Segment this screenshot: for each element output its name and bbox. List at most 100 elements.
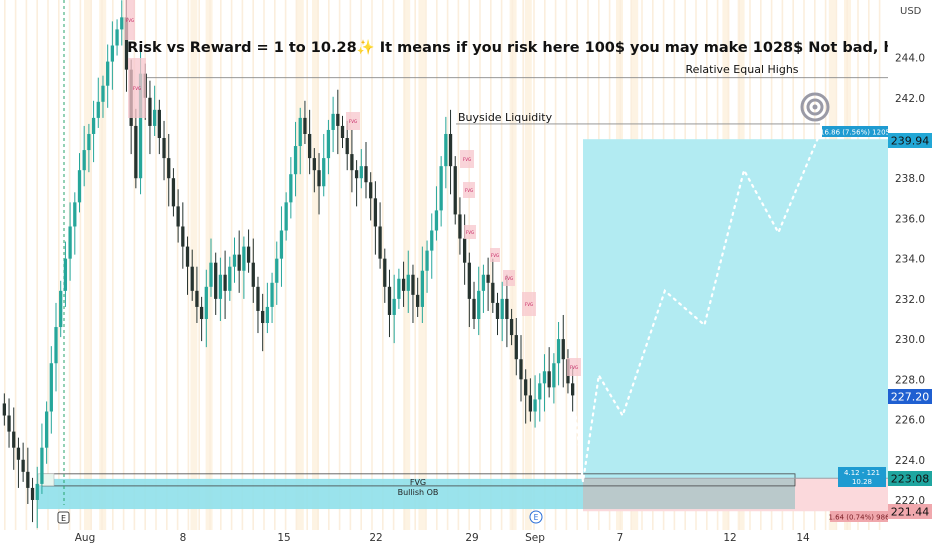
candle <box>181 202 185 269</box>
candle <box>444 116 448 189</box>
session-stripe <box>500 0 503 530</box>
fvg-mark-label: FVG <box>349 119 357 124</box>
session-stripe <box>47 0 49 530</box>
candle <box>397 268 401 309</box>
candle <box>232 237 237 283</box>
session-stripe <box>328 0 330 530</box>
candle <box>190 249 194 301</box>
candle <box>49 346 53 434</box>
session-stripe <box>403 0 406 530</box>
candle <box>279 206 284 287</box>
candle <box>453 156 457 225</box>
candle <box>298 107 302 175</box>
session-stripe <box>36 0 38 530</box>
weekend-stripe <box>403 0 411 530</box>
candle <box>369 172 373 221</box>
candle <box>411 264 415 324</box>
relative-equal-highs-label: Relative Equal Highs <box>685 63 798 76</box>
fvg-mark: FVG <box>125 0 135 40</box>
candle <box>73 192 77 255</box>
session-stripe <box>490 0 492 530</box>
candle <box>322 133 326 197</box>
candle <box>495 292 500 336</box>
fvg-mark-label: FVG <box>463 157 471 162</box>
session-stripe <box>511 0 514 530</box>
candle <box>106 44 110 108</box>
session-stripe <box>382 0 384 530</box>
candle <box>270 272 274 324</box>
session-stripe <box>90 0 92 530</box>
profit-label-box <box>822 126 888 137</box>
candle <box>152 85 157 136</box>
candle <box>416 277 420 317</box>
profit-label: 16.86 (7.56%) 1205 <box>820 129 890 137</box>
candle <box>35 466 39 529</box>
candle <box>167 133 171 207</box>
price-tick-label: 228.0 <box>895 374 925 386</box>
fvg-mark: FVG <box>128 58 146 118</box>
price-tick-label: 226.0 <box>895 415 925 427</box>
projection-path <box>573 136 820 483</box>
candle <box>120 0 124 46</box>
candle <box>303 100 307 145</box>
fvg-mark: FVG <box>567 358 581 376</box>
candle <box>561 314 565 388</box>
candle <box>425 240 429 293</box>
fvg-mark: FVG <box>464 225 476 239</box>
candle <box>439 156 443 227</box>
candle <box>467 252 471 328</box>
candle <box>317 153 321 215</box>
current-price-tag: 227.20 <box>888 389 932 404</box>
candle <box>157 99 161 155</box>
candles <box>2 0 575 529</box>
session-stripe <box>101 0 103 530</box>
session-stripe <box>155 0 157 530</box>
session-stripe <box>349 0 352 530</box>
candle <box>115 19 119 56</box>
weekend-stripe <box>312 0 319 530</box>
session-stripe <box>317 0 319 530</box>
session-stripe <box>414 0 416 530</box>
candle <box>96 77 100 128</box>
candle <box>406 250 410 313</box>
candle <box>256 276 260 334</box>
session-stripe <box>544 0 546 530</box>
earnings-marker-1-text: E <box>61 514 66 523</box>
target-icon <box>800 92 830 122</box>
session-stripe <box>360 0 362 530</box>
time-tick-label: 14 <box>796 532 810 544</box>
candle <box>148 80 152 155</box>
candle <box>524 369 528 424</box>
candle <box>448 109 453 195</box>
candle <box>336 89 340 155</box>
candle <box>101 75 105 118</box>
candle <box>26 447 30 505</box>
weekend-stripe <box>524 0 532 530</box>
weekend-stripe <box>205 0 213 530</box>
fvg-mark-label: FVG <box>570 365 578 370</box>
candle <box>430 213 434 279</box>
time-tick-label: 8 <box>180 532 187 544</box>
entry-price-tag: 223.08 <box>888 471 932 486</box>
candle <box>7 398 11 448</box>
rr-label-1: 4.12 - 121 <box>844 469 880 477</box>
session-stripe <box>230 0 233 530</box>
candle <box>486 257 490 311</box>
fvg-mark: FVG <box>346 112 360 130</box>
candle <box>110 21 115 90</box>
session-stripe <box>198 0 200 530</box>
price-axis: USD <box>888 0 932 550</box>
session-stripe <box>436 0 438 530</box>
candle <box>354 160 359 207</box>
time-tick-label: Sep <box>525 532 545 544</box>
candle <box>176 189 180 243</box>
ob-overlap-zone <box>583 478 795 510</box>
session-stripe <box>112 0 114 530</box>
candle <box>401 261 406 307</box>
session-stripe <box>25 0 28 530</box>
fvg-mark: FVG <box>490 248 500 262</box>
target-price-text: 239.94 <box>891 135 930 148</box>
rr-label-2: 10.28 <box>852 478 872 486</box>
candle <box>547 347 551 398</box>
